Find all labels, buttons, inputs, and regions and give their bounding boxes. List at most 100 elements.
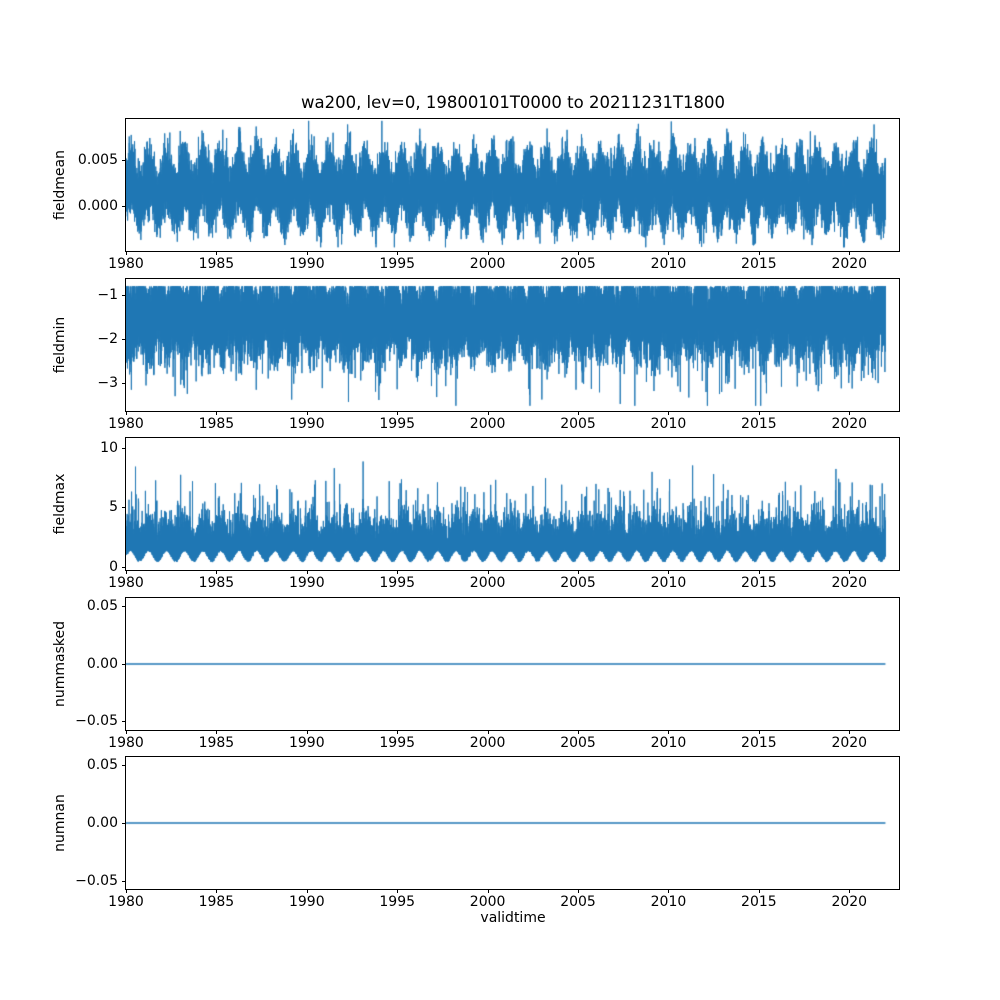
- x-tick-label: 2015: [741, 894, 777, 910]
- figure-title: wa200, lev=0, 19800101T0000 to 20211231T…: [300, 93, 726, 112]
- x-tick-mark: [306, 410, 308, 415]
- y-tick-mark: [122, 447, 126, 449]
- y-tick-mark: [122, 206, 126, 208]
- x-tick-mark: [668, 729, 670, 734]
- x-tick-label: 2010: [650, 734, 687, 751]
- x-tick-label: 1980: [108, 256, 144, 272]
- x-tick-label: 1985: [198, 415, 235, 432]
- x-tick-mark: [758, 570, 760, 574]
- x-tick-label: 1990: [288, 575, 325, 591]
- x-tick-label: 1985: [198, 894, 235, 910]
- x-tick-mark: [216, 410, 218, 415]
- x-tick-mark: [487, 570, 489, 574]
- x-tick-mark: [216, 251, 218, 255]
- x-tick-label: 1990: [288, 734, 325, 751]
- y-axis-label-fieldmax: fieldmax: [52, 473, 68, 535]
- x-tick-mark: [668, 570, 670, 574]
- x-tick-mark: [578, 570, 580, 574]
- series-line-nummasked: [126, 597, 899, 730]
- x-tick-mark: [849, 410, 851, 415]
- x-tick-label: 2000: [469, 415, 506, 432]
- y-tick-mark: [122, 159, 126, 161]
- x-tick-label: 2005: [560, 734, 596, 751]
- y-tick-mark: [122, 339, 126, 341]
- y-tick-mark: [122, 663, 126, 665]
- x-tick-mark: [578, 729, 580, 734]
- series-line-fieldmin: [126, 278, 899, 411]
- x-tick-label: 2015: [741, 415, 777, 432]
- x-tick-label: 2015: [741, 256, 777, 272]
- x-tick-mark: [668, 410, 670, 415]
- subplot-numnan: numnan 1980 1985 1990 1995 2000 2005 2010 2015 20…: [52, 756, 900, 910]
- x-tick-mark: [487, 410, 489, 415]
- x-tick-mark: [849, 889, 851, 893]
- x-tick-mark: [216, 729, 218, 734]
- y-tick-label: −3: [97, 374, 118, 391]
- x-tick-mark: [306, 889, 308, 893]
- x-tick-label: 1980: [108, 415, 144, 432]
- series-line-numnan: [126, 757, 899, 889]
- x-tick-mark: [578, 410, 580, 415]
- x-tick-label: 1995: [379, 256, 416, 272]
- y-tick-label: 0.05: [86, 597, 118, 614]
- x-tick-label: 2000: [469, 256, 506, 272]
- x-tick-mark: [126, 889, 127, 893]
- y-tick-label: −0.05: [75, 872, 118, 889]
- x-tick-label: 1995: [379, 734, 416, 751]
- x-tick-mark: [758, 410, 760, 415]
- x-axis-label: validtime: [480, 910, 546, 926]
- x-tick-mark: [397, 251, 399, 255]
- x-tick-label: 2005: [560, 575, 596, 591]
- y-tick-label: 0: [109, 559, 118, 575]
- x-tick-mark: [397, 570, 399, 574]
- y-tick-label: 0.000: [77, 198, 118, 215]
- x-tick-label: 2000: [469, 734, 506, 751]
- y-tick-label: 5: [109, 499, 118, 516]
- subplot-fieldmin: fieldmin 1980 1985 1990 1995 2000 2005 2010 2015…: [52, 277, 900, 432]
- x-tick-mark: [487, 889, 489, 893]
- x-tick-label: 1995: [379, 415, 416, 432]
- subplot-fieldmean: fieldmean 1980 1985 1990 1995 2000 2005 2010 201…: [52, 118, 900, 272]
- x-tick-label: 1995: [379, 575, 416, 591]
- x-tick-mark: [306, 251, 308, 255]
- x-tick-label: 2010: [650, 256, 687, 272]
- x-tick-mark: [216, 889, 218, 893]
- x-tick-mark: [578, 889, 580, 893]
- x-tick-mark: [216, 570, 218, 574]
- y-tick-mark: [122, 382, 126, 384]
- x-tick-label: 2000: [469, 894, 506, 910]
- x-tick-label: 2020: [831, 575, 868, 591]
- y-tick-mark: [122, 295, 126, 297]
- subplot-nummasked: nummasked 1980 1985 1990 1995 2000 2005 2010 201…: [52, 596, 900, 751]
- x-tick-label: 2015: [741, 575, 777, 591]
- x-tick-mark: [758, 889, 760, 893]
- x-tick-label: 2020: [831, 894, 868, 910]
- x-tick-label: 2005: [560, 894, 596, 910]
- y-axis-label-numnan: numnan: [52, 794, 68, 852]
- x-tick-mark: [126, 410, 127, 415]
- y-tick-label: 10: [100, 439, 118, 456]
- y-tick-mark: [122, 823, 126, 824]
- x-tick-mark: [306, 729, 308, 734]
- x-tick-label: 1985: [198, 256, 235, 272]
- x-tick-mark: [578, 251, 580, 255]
- x-tick-mark: [397, 729, 399, 734]
- x-tick-label: 1995: [379, 894, 416, 910]
- x-tick-label: 1990: [288, 894, 325, 910]
- series-line-fieldmean: [126, 119, 899, 251]
- series-line-fieldmax: [126, 438, 899, 570]
- y-tick-mark: [122, 721, 126, 723]
- x-tick-mark: [126, 729, 127, 734]
- x-tick-mark: [758, 729, 760, 734]
- x-tick-mark: [849, 251, 851, 255]
- y-tick-mark: [122, 765, 126, 767]
- x-tick-label: 2015: [741, 734, 777, 751]
- y-axis-label-fieldmin: fieldmin: [52, 316, 68, 373]
- x-tick-mark: [758, 251, 760, 255]
- x-tick-label: 2020: [831, 415, 868, 432]
- y-tick-label: 0.00: [86, 655, 118, 672]
- y-tick-mark: [122, 507, 126, 509]
- x-tick-label: 2010: [650, 415, 687, 432]
- x-tick-mark: [306, 570, 308, 574]
